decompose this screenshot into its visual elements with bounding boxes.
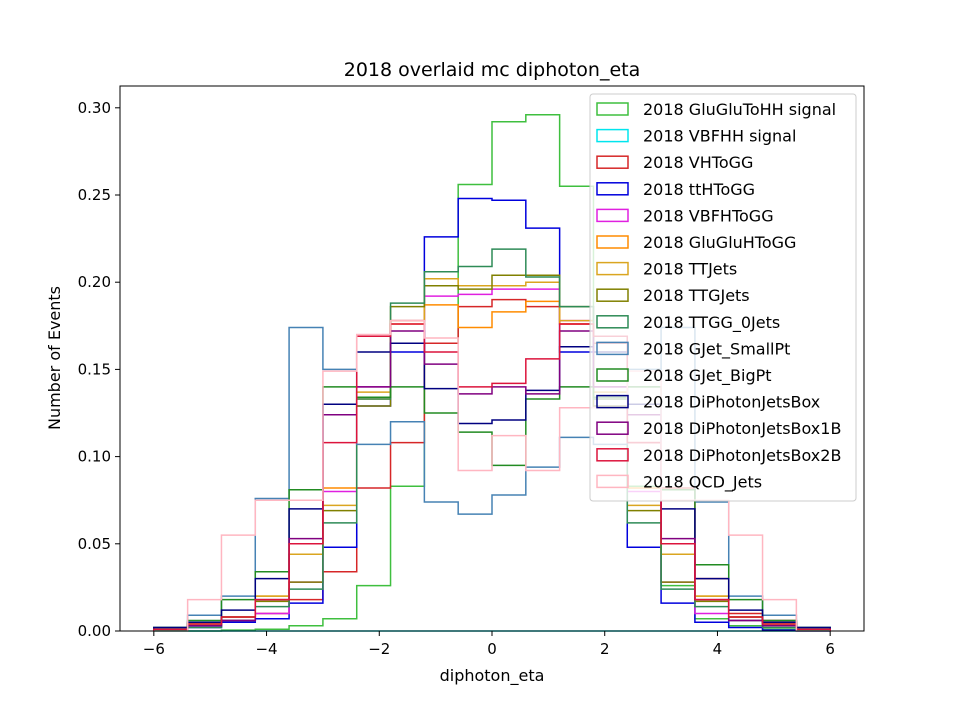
legend-box: [589, 93, 857, 502]
x-tick-label: 2: [600, 640, 610, 658]
legend-label: 2018 GluGluHToGG: [643, 233, 796, 252]
legend-swatch: [596, 421, 629, 435]
legend-label: 2018 DiPhotonJetsBox1B: [643, 419, 841, 438]
legend-swatch: [596, 182, 629, 196]
legend-swatch: [596, 288, 629, 302]
x-tick-label: −4: [255, 640, 277, 658]
x-tick-label: 4: [713, 640, 723, 658]
legend-label: 2018 GJet_SmallPt: [643, 339, 790, 359]
chart-title: 2018 overlaid mc diphoton_eta: [344, 59, 641, 81]
y-tick-label: 0.25: [78, 186, 111, 204]
legend-swatch: [596, 448, 629, 462]
legend-label: 2018 TTJets: [643, 260, 737, 279]
plot-series: [153, 114, 831, 632]
series-line-11: [153, 342, 831, 631]
series-line-13: [153, 323, 831, 631]
legend-swatch: [596, 128, 629, 143]
legend-label: 2018 VBFHToGG: [643, 206, 774, 225]
y-tick-label: 0.20: [78, 273, 111, 291]
legend-swatch: [596, 341, 629, 356]
axes-layer: −6 −4 −2 0 2 4 6 0.00 0.05 0.10 0.15 0.20 0.25 0.30: [78, 85, 865, 658]
legend-swatch: [596, 208, 629, 223]
legend-label: 2018 DiPhotonJetsBox2B: [643, 446, 841, 465]
legend-label: 2018 GJet_BigPt: [643, 366, 772, 386]
x-tick-label: −2: [368, 640, 390, 658]
x-tick-label: −6: [143, 640, 165, 658]
legend-label: 2018 ttHToGG: [643, 180, 755, 199]
series-line-0: [153, 114, 831, 632]
x-axis-label: diphoton_eta: [440, 666, 545, 686]
y-tick-label: 0.00: [78, 622, 111, 640]
y-tick-label: 0.10: [78, 448, 111, 466]
y-tick-label: 0.05: [78, 535, 111, 553]
x-tick-label: 6: [825, 640, 835, 658]
y-axis-label: Number of Events: [45, 286, 64, 430]
legend-label: 2018 GluGluToHH signal: [643, 100, 836, 119]
x-tick-label: 0: [487, 640, 497, 658]
legend-swatch: [596, 315, 629, 329]
legend-swatch: [596, 368, 629, 382]
legend-label: 2018 VBFHH signal: [643, 127, 796, 146]
legend-label: 2018 VHToGG: [643, 153, 753, 172]
legend-swatch: [596, 261, 629, 276]
y-tick-label: 0.15: [78, 360, 111, 378]
legend-swatch: [596, 394, 629, 409]
legend-label: 2018 DiPhotonJetsBox: [643, 393, 820, 412]
legend-swatch: [596, 102, 629, 116]
legend-label: 2018 TTGG_0Jets: [643, 313, 780, 333]
legend: 2018 GluGluToHH signal 2018 VBFHH signal 2…: [589, 93, 857, 502]
legend-swatch: [596, 235, 629, 249]
legend-label: 2018 QCD_Jets: [643, 472, 762, 492]
legend-swatch: [596, 474, 629, 489]
legend-swatch: [596, 155, 629, 169]
legend-label: 2018 TTGJets: [643, 286, 750, 305]
y-tick-label: 0.30: [78, 99, 111, 117]
